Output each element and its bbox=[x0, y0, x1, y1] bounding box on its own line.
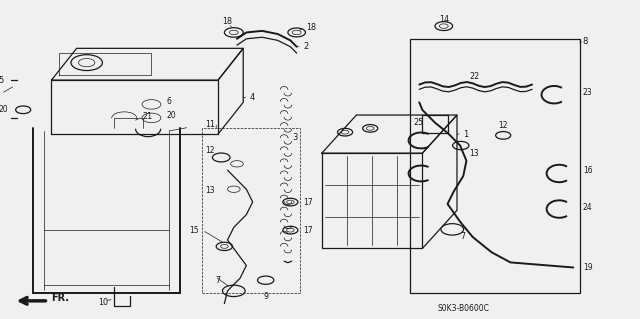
Text: 10: 10 bbox=[98, 298, 108, 307]
Text: 8: 8 bbox=[583, 38, 588, 47]
Text: 13: 13 bbox=[205, 186, 215, 195]
Text: 12: 12 bbox=[205, 146, 215, 155]
Text: 11: 11 bbox=[205, 120, 216, 129]
Text: 18: 18 bbox=[306, 23, 316, 32]
Text: 6: 6 bbox=[166, 97, 171, 106]
Text: 21: 21 bbox=[142, 112, 152, 121]
Text: 22: 22 bbox=[469, 72, 479, 81]
Text: S0K3-B0600C: S0K3-B0600C bbox=[437, 304, 489, 313]
Text: 17: 17 bbox=[303, 226, 312, 235]
Text: 14: 14 bbox=[439, 15, 449, 24]
Text: 13: 13 bbox=[469, 149, 479, 158]
Bar bbox=[202, 128, 300, 293]
Text: 9: 9 bbox=[263, 292, 268, 300]
Text: 7: 7 bbox=[461, 233, 466, 241]
Text: FR.: FR. bbox=[51, 293, 70, 303]
Text: 19: 19 bbox=[583, 263, 593, 272]
Text: 20: 20 bbox=[0, 105, 8, 114]
Bar bbox=[410, 39, 580, 293]
Text: 12: 12 bbox=[499, 121, 508, 130]
Text: 7: 7 bbox=[216, 276, 221, 285]
Text: 25: 25 bbox=[413, 118, 423, 127]
Text: 17: 17 bbox=[303, 197, 312, 207]
Text: 16: 16 bbox=[583, 167, 593, 175]
Text: 20: 20 bbox=[166, 111, 176, 120]
Text: 3: 3 bbox=[292, 133, 298, 142]
Text: 1: 1 bbox=[463, 130, 468, 138]
Text: 23: 23 bbox=[583, 88, 593, 97]
Text: 5: 5 bbox=[0, 76, 3, 85]
Text: 18: 18 bbox=[223, 17, 232, 26]
Text: 4: 4 bbox=[250, 93, 255, 102]
Text: 2: 2 bbox=[303, 42, 308, 51]
Text: 15: 15 bbox=[189, 226, 199, 235]
Text: 24: 24 bbox=[583, 203, 593, 212]
